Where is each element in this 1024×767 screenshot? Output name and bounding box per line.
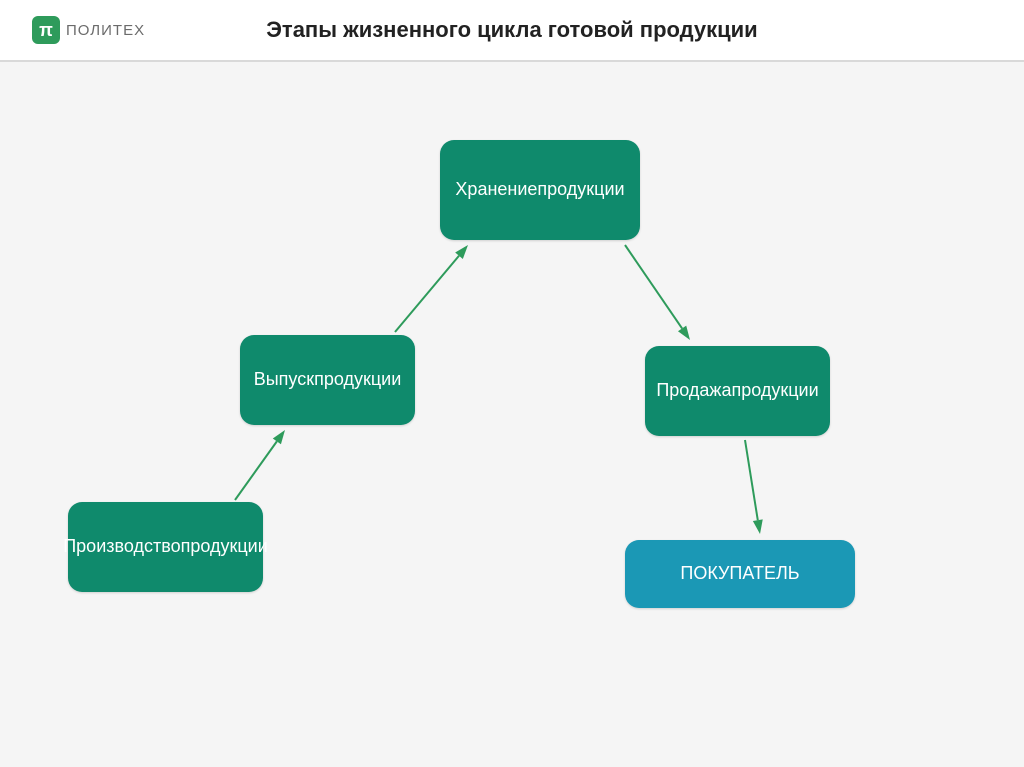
edge-n1-n2 bbox=[235, 441, 277, 500]
page-title: Этапы жизненного цикла готовой продукции bbox=[0, 17, 1024, 43]
arrowhead-n2-n3 bbox=[455, 245, 468, 259]
edge-n4-n5 bbox=[745, 440, 758, 520]
edge-n2-n3 bbox=[395, 256, 459, 332]
edge-n3-n4 bbox=[625, 245, 682, 328]
logo: π ПОЛИТЕХ bbox=[32, 16, 145, 44]
header: π ПОЛИТЕХ Этапы жизненного цикла готовой… bbox=[0, 0, 1024, 62]
pi-icon: π bbox=[32, 16, 60, 44]
node-n5: ПОКУПАТЕЛЬ bbox=[625, 540, 855, 608]
logo-text: ПОЛИТЕХ bbox=[66, 22, 145, 39]
arrowhead-n4-n5 bbox=[753, 519, 763, 534]
node-n4: Продажапродукции bbox=[645, 346, 830, 436]
node-n1: Производствопродукции bbox=[68, 502, 263, 592]
arrowhead-n3-n4 bbox=[678, 326, 690, 340]
node-n3: Хранениепродукции bbox=[440, 140, 640, 240]
diagram-canvas: Производствопродукции Выпускпродукции Хран… bbox=[0, 62, 1024, 767]
node-n2: Выпускпродукции bbox=[240, 335, 415, 425]
arrowhead-n1-n2 bbox=[273, 430, 285, 444]
